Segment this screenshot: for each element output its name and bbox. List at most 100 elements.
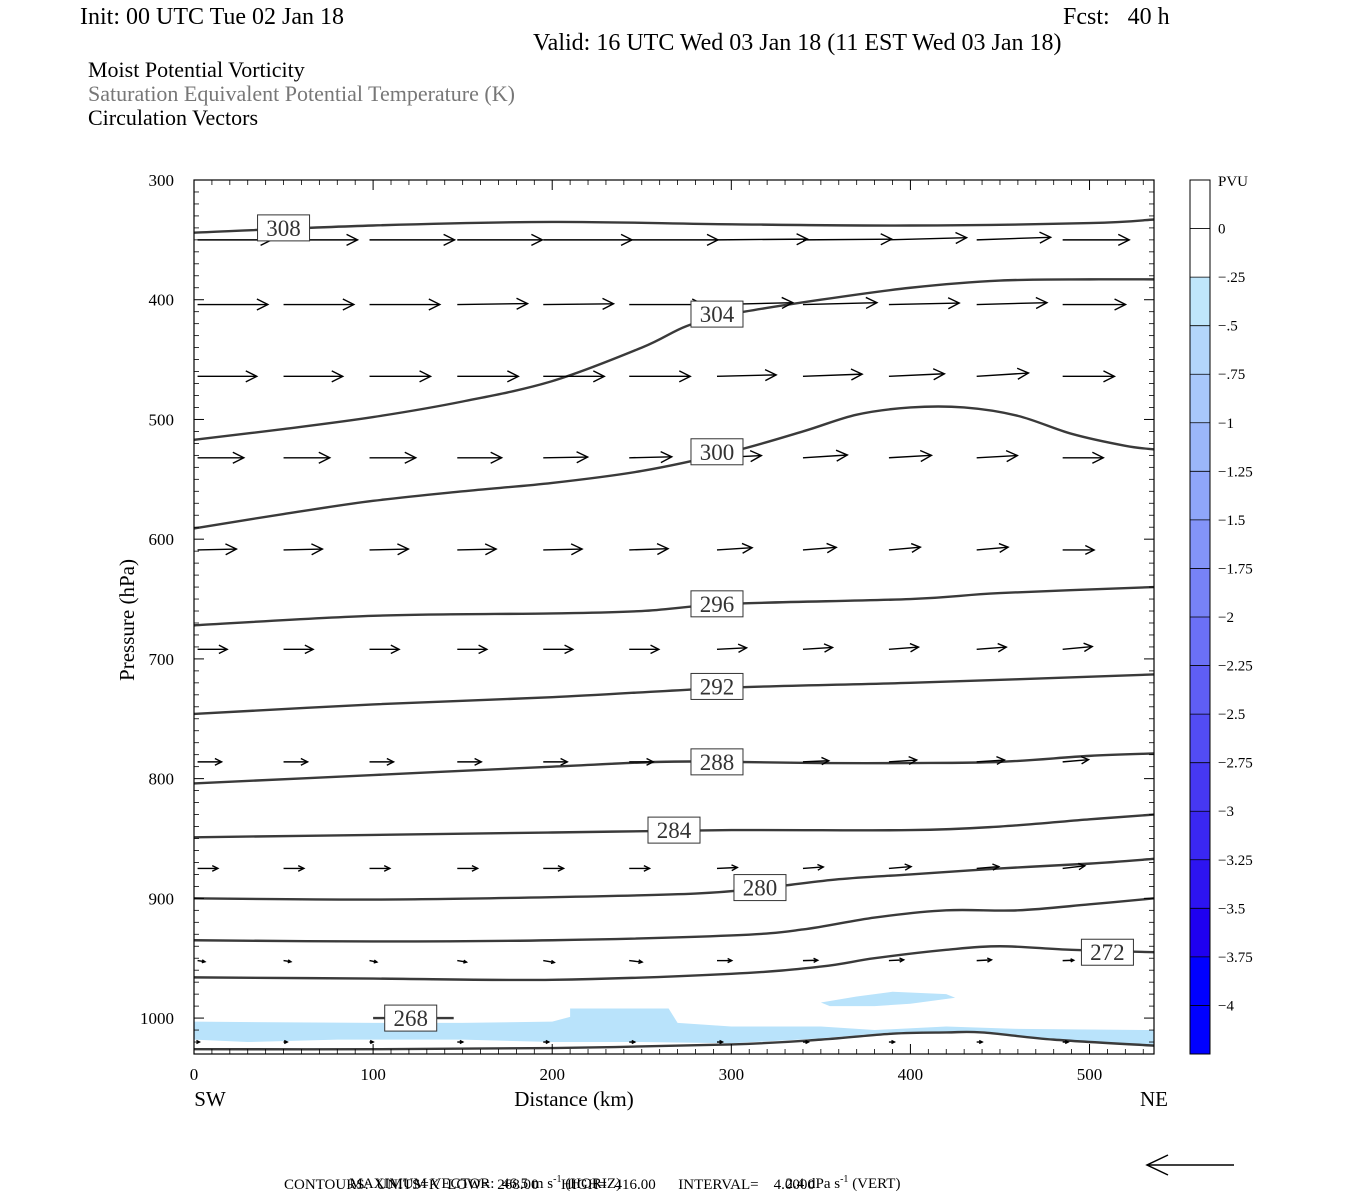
vector-arrow (716, 1039, 725, 1045)
vector-head (471, 864, 480, 872)
x-tick-label: 100 (360, 1065, 386, 1084)
vector-shaft (888, 302, 960, 306)
vector-head (576, 451, 590, 464)
colorbar-swatch (1190, 325, 1210, 375)
vector-arrow (888, 297, 961, 310)
contour-label-text: 304 (700, 302, 735, 327)
vector-head (560, 757, 569, 766)
vector-head (986, 957, 994, 963)
vector-arrow (457, 543, 498, 556)
contour-label-308: 308 (257, 214, 311, 242)
contour-label-300: 300 (690, 438, 744, 466)
vector-arrow (197, 864, 220, 872)
vector-arrow (457, 757, 483, 766)
vector-head (1039, 231, 1053, 244)
vector-arrow (543, 451, 590, 464)
vector-shaft (802, 301, 877, 306)
vector-arrow (802, 449, 849, 462)
vector-shaft (716, 547, 753, 551)
vector-shaft (976, 759, 1005, 763)
contour-label-284: 284 (647, 816, 701, 844)
colorbar-swatch (1190, 859, 1210, 909)
x-tick-label: 400 (898, 1065, 924, 1084)
vector-arrow (1062, 451, 1105, 464)
contour-label-box (690, 300, 744, 328)
contour-label-box (257, 214, 311, 242)
vector-arrow (543, 543, 584, 556)
colorbar-swatch (1190, 908, 1210, 958)
vector-head (1083, 642, 1094, 653)
vector-head (678, 370, 692, 383)
contour-296-3 (193, 585, 1155, 627)
colorbar-swatch (1190, 374, 1210, 424)
vector-arrow (543, 297, 616, 311)
vector-arrow (197, 370, 259, 383)
colorbar-label: −1.25 (1218, 464, 1253, 480)
colorbar-label: −3 (1218, 804, 1234, 820)
vector-head (650, 644, 661, 655)
vector-shaft (716, 647, 747, 651)
circulation-vectors (196, 231, 1131, 1045)
contour-304-1 (193, 278, 1155, 441)
vector-head (1117, 233, 1131, 246)
vector-arrow (1062, 755, 1091, 765)
vector-arrow (283, 543, 324, 556)
vector-shaft (716, 374, 777, 378)
colorbar-label: −3.5 (1218, 901, 1245, 917)
vector-shaft (888, 959, 904, 962)
colorbar-label: −.5 (1218, 319, 1238, 335)
vector-head (346, 233, 360, 246)
vector-arrow (888, 642, 921, 653)
vector-head (955, 231, 969, 245)
colorbar-swatch (1190, 811, 1210, 861)
contour-labels: 308 304 300 296 292 288 284 280 272 268 (257, 214, 1134, 1032)
vector-arrow (976, 296, 1049, 310)
vector-shaft (802, 760, 829, 763)
colorbar-label: −1.5 (1218, 513, 1245, 529)
vector-arrow (283, 959, 293, 964)
vector-arrow (976, 450, 1019, 463)
vector-shaft (1062, 865, 1085, 870)
vector-shaft (888, 646, 919, 651)
vector-head (947, 297, 961, 310)
vector-head (428, 298, 442, 311)
contour-280-7 (193, 857, 1155, 901)
vector-shaft (283, 548, 323, 551)
contour-label-text: 288 (700, 750, 735, 775)
x-tick-label: 0 (190, 1065, 199, 1084)
vector-shaft (802, 373, 863, 378)
forecast-hour: Fcst: 40 h (1063, 4, 1170, 30)
vector-arrow (888, 863, 913, 871)
vector-arrow (543, 233, 634, 246)
vector-head (978, 1039, 984, 1045)
vector-shaft (976, 959, 992, 962)
vector-shaft (888, 236, 967, 241)
vector-head (557, 864, 566, 872)
vector-shaft (888, 759, 917, 763)
vector-arrow (976, 1039, 984, 1045)
axes: 300 400 500 600 700 800 900 1000 0 100 200 300 400 50… (115, 171, 1168, 1111)
vector-head (283, 1039, 289, 1045)
vector-arrow (197, 644, 229, 655)
contour-label-text: 268 (393, 1006, 428, 1031)
vector-shaft (976, 301, 1048, 306)
vector-shaft (1062, 758, 1089, 763)
vector-arrow (369, 298, 442, 311)
vector-head (764, 369, 778, 382)
vector-head (550, 959, 556, 965)
vector-shaft (976, 865, 999, 870)
contour-288-5 (193, 752, 1155, 785)
vector-head (805, 1039, 811, 1045)
vector-arrow (716, 233, 810, 246)
vector-arrow (457, 370, 520, 383)
vector-head (245, 370, 259, 383)
vector-arrow (1062, 1039, 1070, 1045)
vector-head (1016, 367, 1031, 380)
max-vertical-line: 2.4 dPa s-1 (VERT) (778, 1157, 901, 1193)
vector-head (631, 1039, 637, 1045)
vector-head (741, 542, 754, 554)
colorbar-swatch (1190, 1005, 1210, 1055)
vector-arrow (802, 542, 838, 554)
contour-label-text: 292 (700, 674, 735, 699)
vector-arrow (283, 370, 345, 383)
